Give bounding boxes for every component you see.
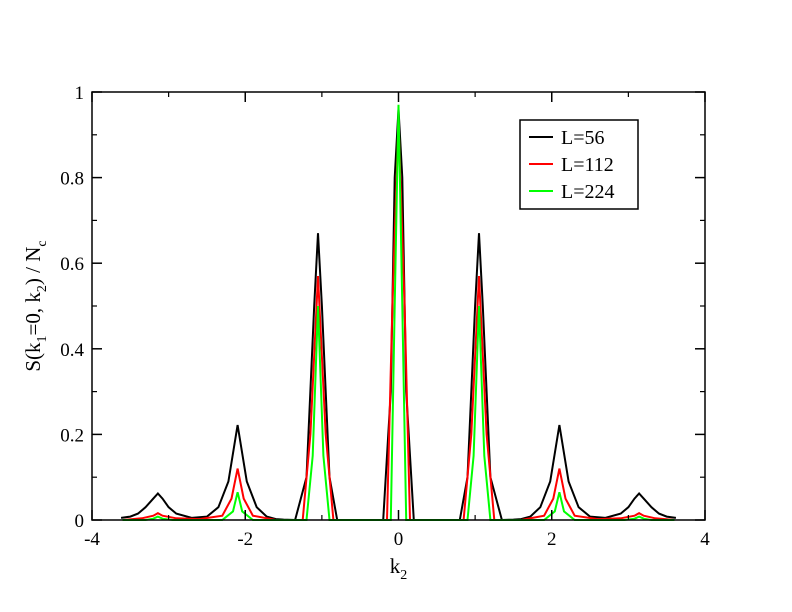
y-tick-label: 0.4 [60,340,84,361]
legend-items: L=56 L=112 L=224 [529,127,615,203]
x-tick-label: 4 [700,529,710,550]
y-axis-label-part-1: S(k [21,342,45,372]
tick-label-layer: -4 -2 0 2 4 0 0.2 0.4 0.6 0.8 1 [60,83,710,550]
x-tick-label: -2 [237,529,253,550]
x-tick-label: -4 [84,529,100,550]
y-axis-label-sub-2: 2 [35,285,50,292]
y-tick-label: 0 [75,511,85,532]
legend-label-1: L=56 [561,127,605,149]
y-axis-label: S(k1=0, k2) / Nc [21,240,50,371]
y-axis-label-part-3: ) / N [21,247,45,286]
x-tick-label: 2 [547,529,557,550]
y-tick-label: 1 [75,83,85,104]
y-axis-label-sub-3: c [35,240,50,246]
legend-label-2: L=112 [561,154,614,176]
y-axis-label-sub-1: 1 [35,335,50,342]
tick-layer [91,91,706,521]
y-axis-label-part-2: =0, k [21,292,45,336]
legend: L=56 L=112 L=224 [519,119,639,210]
x-axis-label-main: k [390,554,401,578]
x-axis-label-sub: 2 [400,568,407,583]
x-tick-label: 0 [394,529,404,550]
y-tick-label: 0.2 [60,425,84,446]
x-axis-label: k2 [390,554,408,583]
legend-label-3: L=224 [561,181,615,203]
y-tick-label: 0.6 [60,254,84,275]
y-tick-label: 0.8 [60,169,84,190]
